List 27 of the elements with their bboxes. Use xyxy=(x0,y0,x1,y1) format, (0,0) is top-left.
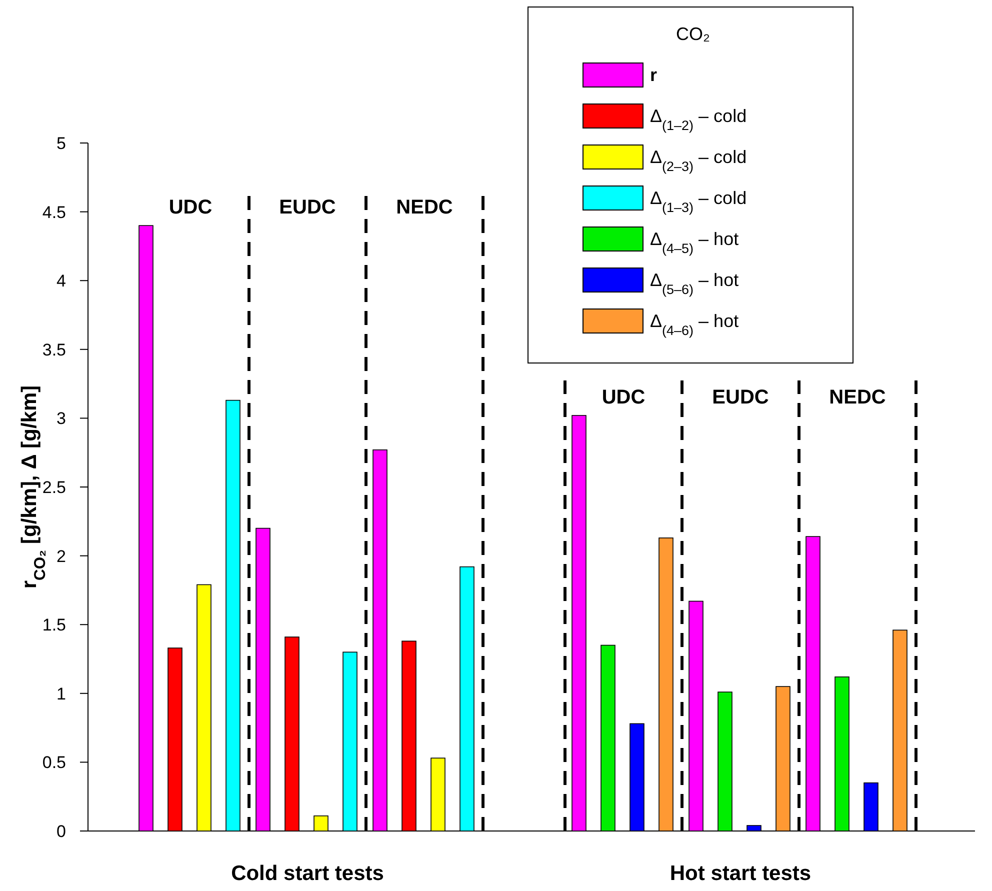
y-tick-label: 1.5 xyxy=(42,616,66,635)
y-tick-label: 3.5 xyxy=(42,340,66,360)
x-tick-label: EUDC xyxy=(712,386,769,408)
x-tick-label: NEDC xyxy=(396,196,453,219)
y-tick-label: 4.5 xyxy=(42,202,66,222)
x-tick-label: UDC xyxy=(602,386,646,408)
legend-label: Δ$_{(1–2)}$ – cold xyxy=(650,106,747,132)
legend-label: Δ$_{(5–6)}$ – hot xyxy=(650,270,739,296)
legend-label: Δ$_{(1–3)}$ – cold xyxy=(650,188,747,214)
y-tick-label: 5 xyxy=(56,134,66,153)
x-tick-label: NEDC xyxy=(829,386,886,408)
x-axis-title: Hot start tests xyxy=(670,862,812,885)
x-tick-label: UDC xyxy=(168,196,212,219)
y-tick-label: 3 xyxy=(56,409,66,428)
y-tick-label: 2.5 xyxy=(42,478,66,497)
y-tick-label: 4 xyxy=(56,272,66,291)
y-tick-label: 0 xyxy=(56,822,66,841)
legend-label: Δ$_{(4–5)}$ – hot xyxy=(650,229,739,256)
y-tick-label: 0.5 xyxy=(42,753,66,772)
legend-title: CO₂ xyxy=(676,24,710,44)
y-tick-label: 1 xyxy=(56,684,66,704)
legend-label: r xyxy=(650,65,658,85)
legend-label: Δ$_{(2–3)}$ – cold xyxy=(650,147,747,174)
x-tick-label: EUDC xyxy=(279,196,336,219)
x-axis-title: Cold start tests xyxy=(231,862,384,885)
legend-label: Δ$_{(4–6)}$ – hot xyxy=(650,311,739,338)
y-tick-label: 2 xyxy=(56,546,66,566)
